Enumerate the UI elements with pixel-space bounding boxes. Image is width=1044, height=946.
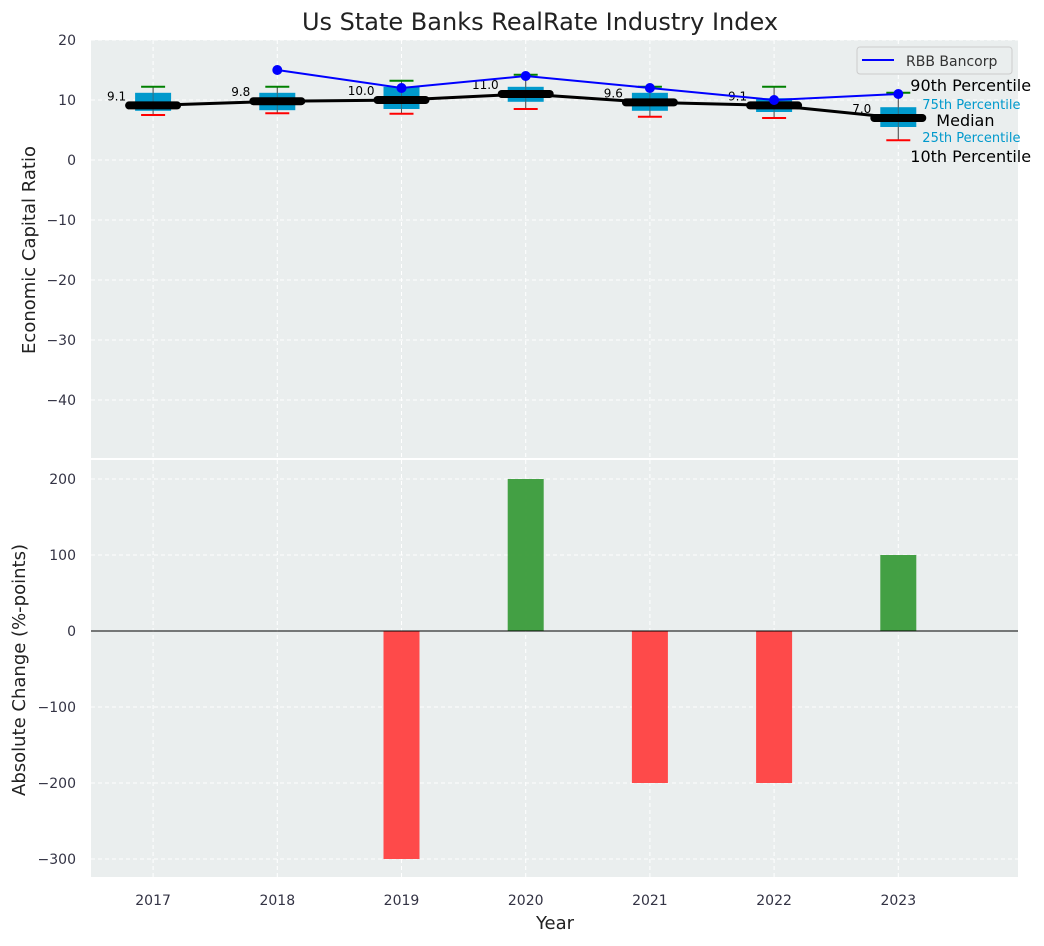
- top-y-tick-label: 0: [67, 153, 76, 169]
- top-y-tick-label: 10: [58, 93, 76, 109]
- x-tick-label: 2022: [756, 893, 792, 909]
- bottom-y-tick-label: −100: [38, 700, 76, 716]
- median-value-label: 10.0: [348, 84, 375, 98]
- bottom-y-tick-label: −300: [38, 852, 76, 868]
- rbb-point: [272, 65, 283, 75]
- x-tick-label: 2019: [384, 893, 420, 909]
- median-value-label: 7.0: [852, 102, 871, 116]
- rbb-point: [893, 89, 904, 99]
- annotation-p10: 10th Percentile: [910, 147, 1031, 166]
- top-y-tick-label: −30: [46, 333, 76, 349]
- x-tick-label: 2017: [135, 893, 171, 909]
- top-y-tick-label: −40: [46, 393, 76, 409]
- x-tick-label: 2023: [880, 893, 916, 909]
- bottom-y-tick-label: 100: [49, 548, 76, 564]
- annotation-p25: 25th Percentile: [922, 131, 1020, 146]
- change-bar: [880, 555, 917, 631]
- rbb-point: [396, 83, 407, 93]
- x-tick-label: 2018: [259, 893, 295, 909]
- top-y-tick-label: 20: [58, 33, 76, 49]
- median-value-label: 9.6: [604, 86, 623, 100]
- bottom-plot-area: [91, 460, 1018, 877]
- annotation-p90: 90th Percentile: [910, 76, 1031, 95]
- top-plot-area: [91, 40, 1018, 458]
- x-axis-label: Year: [535, 913, 575, 934]
- annotation-p75: 75th Percentile: [922, 98, 1020, 113]
- top-y-tick-label: −20: [46, 273, 76, 289]
- rbb-point: [769, 95, 780, 105]
- top-y-tick-label: −10: [46, 213, 76, 229]
- bottom-y-tick-label: −200: [38, 776, 76, 792]
- x-tick-label: 2020: [508, 893, 544, 909]
- legend: RBB Bancorp: [856, 46, 1013, 75]
- bottom-y-tick-label: 200: [49, 472, 76, 488]
- change-bar: [631, 631, 668, 783]
- median-value-label: 9.8: [231, 85, 250, 99]
- bottom-y-tick-label: 0: [67, 624, 76, 640]
- median-value-label: 9.1: [107, 89, 126, 103]
- legend-label-rbb: RBB Bancorp: [906, 54, 997, 70]
- change-bar: [507, 479, 544, 631]
- annotation-median: Median: [936, 111, 994, 130]
- change-bar: [756, 631, 793, 783]
- rbb-line: [277, 69, 899, 102]
- x-tick-label: 2021: [632, 893, 668, 909]
- rbb-point: [520, 71, 531, 81]
- rbb-point: [644, 83, 655, 93]
- change-bar: [383, 631, 420, 859]
- chart-title: Us State Banks RealRate Industry Index: [302, 8, 778, 36]
- bottom-y-axis-label: Absolute Change (%-points): [9, 544, 30, 796]
- top-y-axis-label: Economic Capital Ratio: [19, 146, 40, 354]
